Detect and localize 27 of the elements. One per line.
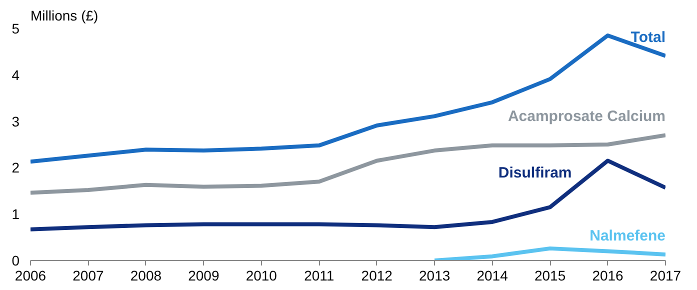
x-tick-label: 2006: [14, 268, 46, 284]
line-series: [432, 246, 666, 260]
x-tick-label: 2012: [361, 268, 393, 284]
x-tick-label: 2011: [304, 268, 334, 284]
y-tick-label: 2: [12, 160, 20, 176]
x-tick-label: 2017: [650, 268, 682, 284]
x-tick-label: 2008: [130, 268, 162, 284]
series-label: Total: [630, 28, 666, 46]
y-tick-label: 1: [12, 206, 20, 222]
line-series: [30, 158, 666, 232]
x-tick-label: 2010: [246, 268, 278, 284]
x-tick-label: 2015: [534, 268, 566, 284]
x-tick-label: 2013: [419, 268, 450, 284]
x-tick-label: 2007: [72, 268, 104, 284]
x-tick-label: 2016: [592, 268, 624, 284]
y-tick-label: 4: [12, 66, 20, 83]
x-tick-label: 2009: [188, 268, 220, 284]
y-tick-label: 0: [12, 252, 20, 268]
series-label: Disulfiram: [498, 164, 572, 182]
series-label: Nalmefene: [590, 227, 666, 244]
line-series: [30, 133, 666, 195]
series-label: Acamprosate Calcium: [508, 108, 666, 126]
line-series: [30, 33, 666, 164]
y-tick-label: 5: [12, 20, 20, 36]
y-axis-title: Millions (£): [30, 8, 98, 24]
x-tick-label: 2014: [476, 268, 508, 284]
y-tick-label: 3: [12, 113, 20, 130]
